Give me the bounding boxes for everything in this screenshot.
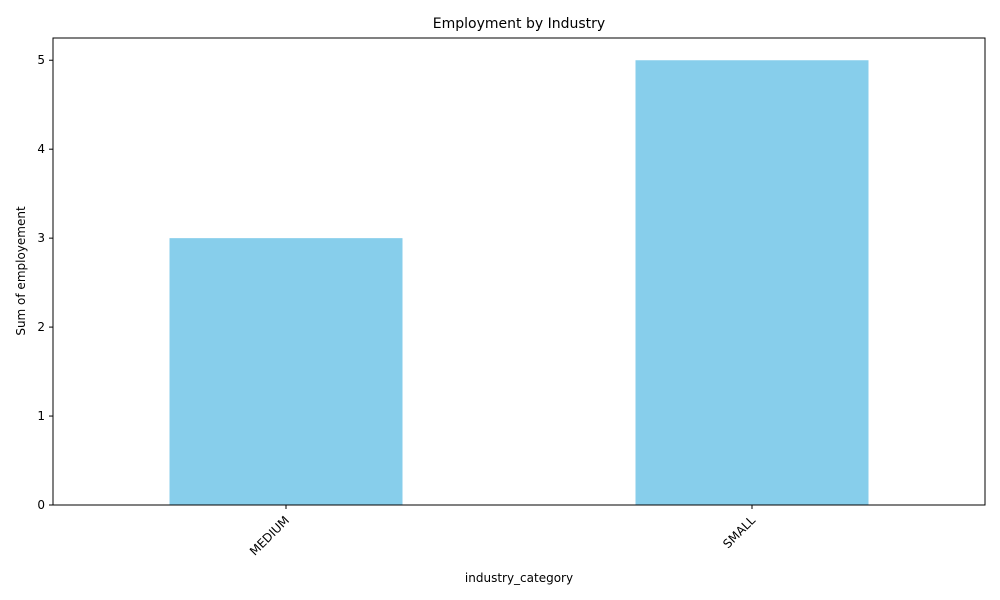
y-tick-label: 4 [37, 142, 45, 156]
y-axis-ticks: 0 1 2 3 4 5 [37, 53, 53, 512]
x-tick-label-medium: MEDIUM [247, 513, 292, 558]
chart-title: Employment by Industry [433, 16, 605, 32]
x-axis-ticks: MEDIUM SMALL [247, 505, 758, 558]
y-tick-label: 0 [37, 498, 45, 512]
x-tick-label-small: SMALL [720, 513, 758, 551]
bar-medium [169, 238, 403, 505]
bar-small [635, 60, 869, 505]
y-tick-label: 1 [37, 409, 45, 423]
x-axis-title: industry_category [465, 571, 573, 585]
y-axis-title: Sum of employement [14, 206, 28, 336]
y-tick-label: 2 [37, 320, 45, 334]
bars-layer [169, 60, 869, 505]
y-tick-label: 5 [37, 53, 45, 67]
plot-frame [52, 37, 986, 506]
y-tick-label: 3 [37, 231, 45, 245]
